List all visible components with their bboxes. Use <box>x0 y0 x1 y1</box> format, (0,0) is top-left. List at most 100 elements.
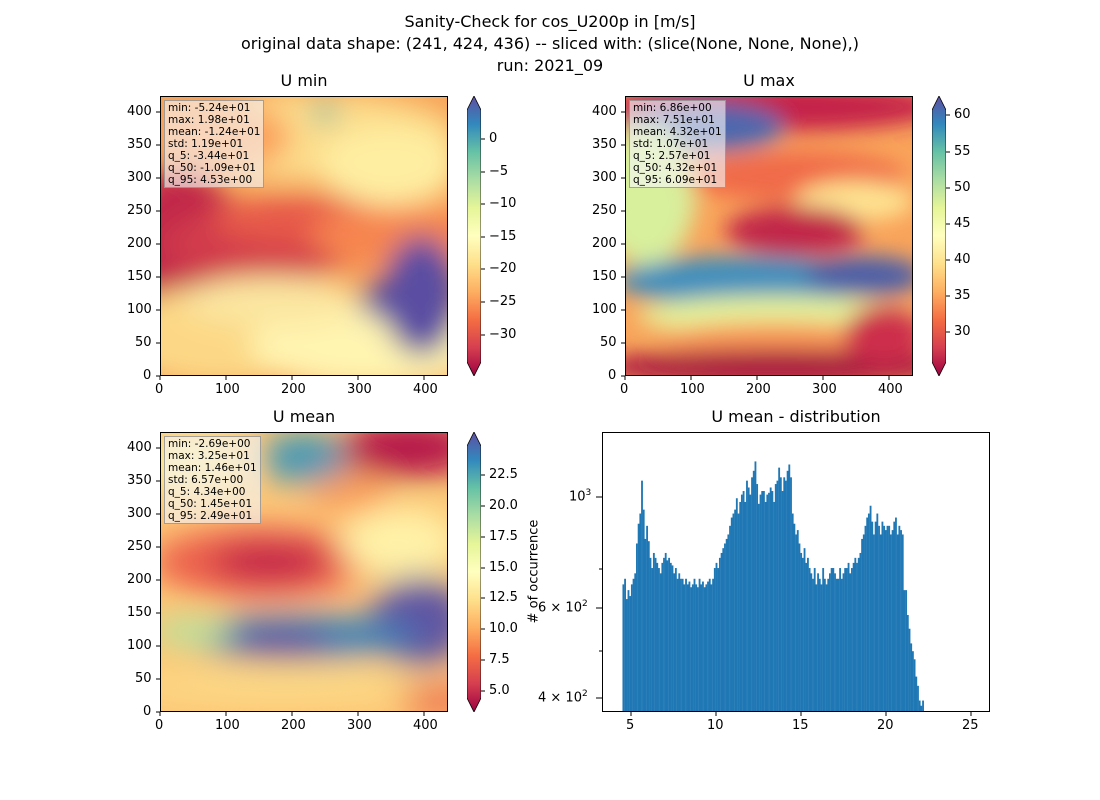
histogram-bar <box>866 517 869 711</box>
umax-xtick: 200 <box>746 382 771 397</box>
figure-title-line2: original data shape: (241, 424, 436) -- … <box>241 34 859 53</box>
hist-xtick: 15 <box>792 718 809 733</box>
umax-cbar-tick: 50 <box>954 180 971 195</box>
histogram-bar <box>681 578 684 711</box>
histogram-bar <box>674 568 677 711</box>
umean-heatmap: min: -2.69e+00 max: 3.25e+01 mean: 1.46e… <box>160 432 448 712</box>
histogram-bar <box>664 552 667 711</box>
umean-cbar-tick: 20.0 <box>489 498 518 513</box>
histogram-bar <box>913 659 916 711</box>
umax-ytick: 150 <box>592 269 617 284</box>
umin-cbar-tick: −25 <box>489 294 517 309</box>
umin-cbar-tick: −5 <box>489 164 509 179</box>
histogram-bar <box>812 578 814 711</box>
histogram-bar <box>686 584 689 711</box>
umax-ytick: 100 <box>592 302 617 317</box>
histogram-bar <box>735 498 738 711</box>
umax-heatmap: min: 6.86e+00 max: 7.51e+01 mean: 4.32e+… <box>625 96 913 376</box>
histogram-bar <box>685 578 687 711</box>
umean-cbar-tick: 15.0 <box>489 560 518 575</box>
umax-ytick: 250 <box>592 203 617 218</box>
histogram-bar <box>825 584 828 711</box>
umin-colorbar <box>466 95 482 377</box>
histogram-bar <box>649 557 652 711</box>
umean-stat-line: min: -2.69e+00 <box>168 438 251 450</box>
histogram-bar <box>911 651 914 711</box>
umean-cbar-tick: 10.0 <box>489 621 518 636</box>
umin-stat-line: q_5: -3.44e+01 <box>168 150 250 162</box>
histogram-bar <box>693 578 696 711</box>
histogram-bar <box>859 552 862 711</box>
histogram-bar <box>774 484 777 711</box>
umin-ytick: 400 <box>127 104 152 119</box>
umax-title: U max <box>743 71 795 90</box>
histogram-bar <box>730 517 733 711</box>
histogram-bar <box>861 538 864 711</box>
histogram-bar <box>632 578 635 711</box>
umin-cbar-tick: −30 <box>489 327 517 342</box>
histogram-bar <box>661 562 664 711</box>
hist-ytick-exp: 2 <box>581 689 588 699</box>
umax-stat-line: std: 1.07e+01 <box>633 138 709 150</box>
histogram-bar <box>698 578 701 711</box>
histogram-bar <box>896 534 899 711</box>
histogram-bar <box>642 509 645 711</box>
histogram-bar <box>854 557 857 711</box>
histogram-bar <box>851 568 853 711</box>
umin-stat-line: min: -5.24e+01 <box>168 102 251 114</box>
umax-ytick: 350 <box>592 137 617 152</box>
histogram-bar <box>793 523 796 711</box>
umax-xtick: 0 <box>620 382 629 397</box>
histogram-bar <box>742 491 745 711</box>
umean-ytick: 350 <box>127 473 152 488</box>
histogram-bar <box>796 530 799 711</box>
histogram-bar <box>895 517 897 711</box>
histogram-bar <box>725 538 728 711</box>
hist-xtick: 5 <box>626 718 635 733</box>
histogram-bar <box>720 552 723 711</box>
histogram-bar <box>906 614 909 711</box>
histogram-bar <box>844 568 847 711</box>
histogram-bar <box>922 700 924 711</box>
histogram-bar <box>901 534 904 711</box>
histogram-bar <box>756 484 759 711</box>
hist-ytick-exp: 3 <box>585 488 592 498</box>
umean-ytick: 0 <box>143 704 152 719</box>
umean-colorbar-label: # of occurrence <box>526 519 542 624</box>
umean-stat-line: mean: 1.46e+01 <box>168 462 257 474</box>
histogram-bar <box>839 568 842 711</box>
umean-stats-box: min: -2.69e+00 max: 3.25e+01 mean: 1.46e… <box>164 436 261 524</box>
umax-cbar-tick: 40 <box>954 252 971 267</box>
hist-ytick: 4 × 102 <box>538 689 588 705</box>
umin-stats-box: min: -5.24e+01 max: 1.98e+01 mean: -1.24… <box>164 100 265 188</box>
histogram-bar <box>695 584 698 711</box>
histogram-bar <box>783 477 786 711</box>
umax-stats-box: min: 6.86e+00 max: 7.51e+01 mean: 4.32e+… <box>629 100 726 188</box>
histogram-bar <box>847 562 850 711</box>
histogram-bar <box>879 534 882 711</box>
histogram-bar <box>647 541 650 711</box>
histogram-bar <box>807 557 809 711</box>
hist-xtick: 10 <box>707 718 724 733</box>
histogram-bar <box>920 705 923 711</box>
histogram-bar <box>888 525 891 711</box>
histogram-bar <box>651 568 654 711</box>
histogram-bar <box>835 578 838 711</box>
histogram-bar <box>729 525 731 711</box>
umax-stat-line: q_5: 2.57e+01 <box>633 150 711 162</box>
hist-ytick-base: 10 <box>569 489 586 505</box>
histogram-bar <box>671 565 674 711</box>
umin-stat-line: std: 1.19e+01 <box>168 138 244 150</box>
histogram-bar <box>703 587 706 711</box>
umin-ytick: 350 <box>127 137 152 152</box>
umean-stat-line: q_5: 4.34e+00 <box>168 486 246 498</box>
histogram-bar <box>864 525 867 711</box>
umax-colorbar <box>931 95 947 377</box>
umin-xtick: 300 <box>347 382 372 397</box>
histogram-bar <box>768 492 770 711</box>
umax-cbar-tick: 55 <box>954 144 971 159</box>
histogram-bar <box>883 525 886 711</box>
histogram-bar <box>856 562 858 711</box>
histogram-bar <box>622 584 625 711</box>
umean-cbar-tick: 7.5 <box>489 652 510 667</box>
